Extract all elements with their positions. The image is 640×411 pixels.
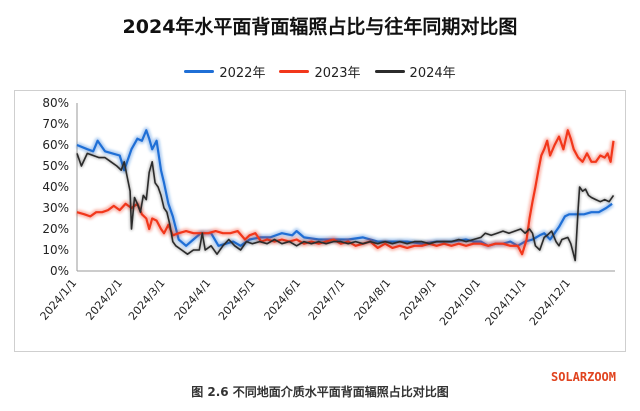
x-tick-label: 2024/8/1 xyxy=(352,277,394,323)
series-line-0 xyxy=(76,129,613,247)
y-tick-label: 0% xyxy=(50,264,69,278)
x-tick-label: 2024/6/1 xyxy=(262,277,304,323)
line-chart-plot: 0%10%20%30%40%50%60%70%80% 2024/1/1 2024/… xyxy=(38,96,617,329)
figure-caption: 图 2.6 不同地面介质水平面背面辐照占比对比图 xyxy=(191,385,449,399)
legend-label-2024: 2024年 xyxy=(409,66,456,81)
legend-swatch-2022 xyxy=(184,70,215,73)
x-tick-label: 2024/10/1 xyxy=(437,277,483,329)
y-tick-label: 40% xyxy=(42,180,69,194)
y-tick-label: 80% xyxy=(42,96,69,110)
chart-frame: 0% 10% 20% 30% 40% 50% 60% 70% 80% 2024/1/1 2024/… xyxy=(14,90,626,352)
chart-title: 2024年水平面背面辐照占比与往年同期对比图 xyxy=(122,16,518,38)
x-tick-label: 2024/2/1 xyxy=(83,277,125,323)
x-tick-label: 2024/11/1 xyxy=(483,277,529,329)
y-tick-label: 60% xyxy=(42,138,69,152)
x-tick-label: 2024/7/1 xyxy=(306,277,348,323)
legend-item-2023: 2023年 xyxy=(279,62,361,81)
x-tick-label: 2024/1/1 xyxy=(38,277,80,323)
series-layer xyxy=(75,127,617,262)
legend-swatch-2023 xyxy=(279,70,310,73)
chart-legend: 2022年 2023年 2024年 xyxy=(0,62,640,81)
legend-swatch-2024 xyxy=(374,70,405,73)
legend-label-2022: 2022年 xyxy=(219,66,266,81)
x-tick-label: 2024/5/1 xyxy=(216,277,258,323)
y-tick-label: 10% xyxy=(42,243,69,257)
y-axis-ticks: 0% 10% 20% 30% 40% 50% 60% 70% 80% xyxy=(42,96,69,278)
y-tick-label: 70% xyxy=(42,117,69,131)
x-tick-label: 2024/9/1 xyxy=(397,277,439,323)
series-line-2 xyxy=(76,152,615,262)
y-tick-label: 20% xyxy=(42,222,69,236)
x-tick-label: 2024/12/1 xyxy=(527,277,573,329)
watermark: SOLARZOOM xyxy=(550,370,616,384)
x-tick-label: 2024/3/1 xyxy=(126,277,168,323)
y-tick-label: 30% xyxy=(42,201,69,215)
x-tick-label: 2024/4/1 xyxy=(172,277,214,323)
legend-label-2023: 2023年 xyxy=(314,66,361,81)
legend-item-2022: 2022年 xyxy=(184,62,265,81)
y-tick-label: 50% xyxy=(42,159,69,173)
x-axis-ticks: 2024/1/1 2024/2/1 2024/3/1 2024/4/1 2024/5/1… xyxy=(38,277,573,329)
legend-item-2024: 2024年 xyxy=(374,62,456,81)
